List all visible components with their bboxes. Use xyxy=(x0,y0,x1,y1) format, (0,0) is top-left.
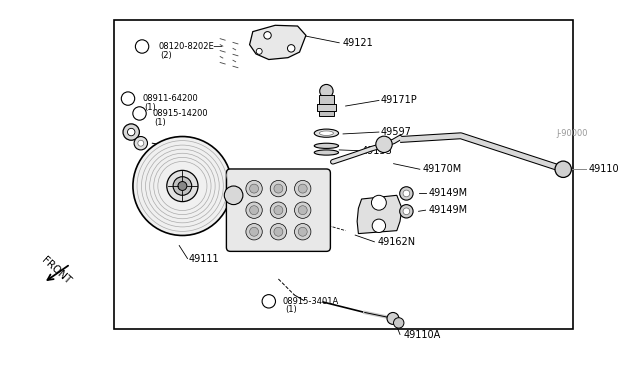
Circle shape xyxy=(555,161,572,177)
Circle shape xyxy=(246,202,262,218)
Circle shape xyxy=(294,202,311,218)
Circle shape xyxy=(294,224,311,240)
Polygon shape xyxy=(250,25,306,60)
Circle shape xyxy=(173,177,192,195)
Circle shape xyxy=(134,137,147,150)
Circle shape xyxy=(320,84,333,98)
Circle shape xyxy=(387,312,399,324)
Text: W: W xyxy=(135,109,144,118)
Ellipse shape xyxy=(314,143,339,148)
Polygon shape xyxy=(357,195,402,234)
Circle shape xyxy=(250,206,259,215)
Text: 49170M: 49170M xyxy=(422,164,461,174)
Text: (1): (1) xyxy=(154,118,166,126)
Text: 08120-8202E―: 08120-8202E― xyxy=(159,42,223,51)
Text: 49121: 49121 xyxy=(342,38,373,48)
Ellipse shape xyxy=(314,129,339,137)
Circle shape xyxy=(270,202,287,218)
Circle shape xyxy=(400,205,413,218)
Circle shape xyxy=(394,318,404,328)
Circle shape xyxy=(133,107,146,120)
Text: 49171P: 49171P xyxy=(381,96,417,105)
Bar xyxy=(319,95,334,104)
Circle shape xyxy=(298,206,307,215)
Text: 49162N: 49162N xyxy=(378,237,416,247)
Circle shape xyxy=(403,190,410,197)
Text: J-90000: J-90000 xyxy=(557,129,588,138)
Text: (1): (1) xyxy=(144,103,156,112)
Circle shape xyxy=(270,180,287,197)
Circle shape xyxy=(127,128,135,136)
Circle shape xyxy=(224,186,243,205)
Text: 49597: 49597 xyxy=(381,127,412,137)
Text: 49155: 49155 xyxy=(362,146,392,155)
Circle shape xyxy=(246,224,262,240)
Circle shape xyxy=(178,182,187,190)
Circle shape xyxy=(400,187,413,200)
Circle shape xyxy=(123,124,140,140)
Ellipse shape xyxy=(319,131,333,135)
Circle shape xyxy=(274,184,283,193)
Circle shape xyxy=(270,224,287,240)
Circle shape xyxy=(287,45,295,52)
Text: 49110: 49110 xyxy=(589,164,620,174)
Text: 49110A: 49110A xyxy=(403,330,440,340)
Circle shape xyxy=(298,184,307,193)
Circle shape xyxy=(298,227,307,236)
Bar xyxy=(317,104,336,111)
Circle shape xyxy=(256,48,262,54)
Text: FRONT: FRONT xyxy=(40,255,73,286)
Circle shape xyxy=(133,137,232,235)
Circle shape xyxy=(371,195,387,210)
Circle shape xyxy=(376,136,392,153)
Circle shape xyxy=(250,227,259,236)
Circle shape xyxy=(122,92,134,105)
Circle shape xyxy=(264,32,271,39)
Circle shape xyxy=(167,170,198,202)
Circle shape xyxy=(136,40,148,53)
FancyBboxPatch shape xyxy=(227,169,330,251)
Text: 08915-14200: 08915-14200 xyxy=(152,109,208,118)
Bar xyxy=(319,111,334,116)
Circle shape xyxy=(403,208,410,215)
Text: N: N xyxy=(125,94,131,103)
Text: 49111: 49111 xyxy=(189,254,220,263)
Text: (1): (1) xyxy=(285,305,296,314)
Text: 08915-3401A: 08915-3401A xyxy=(283,297,339,306)
Text: 49149M: 49149M xyxy=(429,189,468,198)
Circle shape xyxy=(294,180,311,197)
Circle shape xyxy=(274,227,283,236)
Circle shape xyxy=(372,219,385,232)
Bar xyxy=(114,20,573,329)
Circle shape xyxy=(138,140,144,146)
Text: B: B xyxy=(140,42,145,51)
Circle shape xyxy=(246,180,262,197)
Text: 49149M: 49149M xyxy=(429,205,468,215)
Text: V: V xyxy=(266,297,272,306)
Text: 08911-64200: 08911-64200 xyxy=(142,94,198,103)
Circle shape xyxy=(262,295,275,308)
Circle shape xyxy=(250,184,259,193)
Ellipse shape xyxy=(314,150,339,155)
Circle shape xyxy=(274,206,283,215)
Text: (2): (2) xyxy=(161,51,172,60)
